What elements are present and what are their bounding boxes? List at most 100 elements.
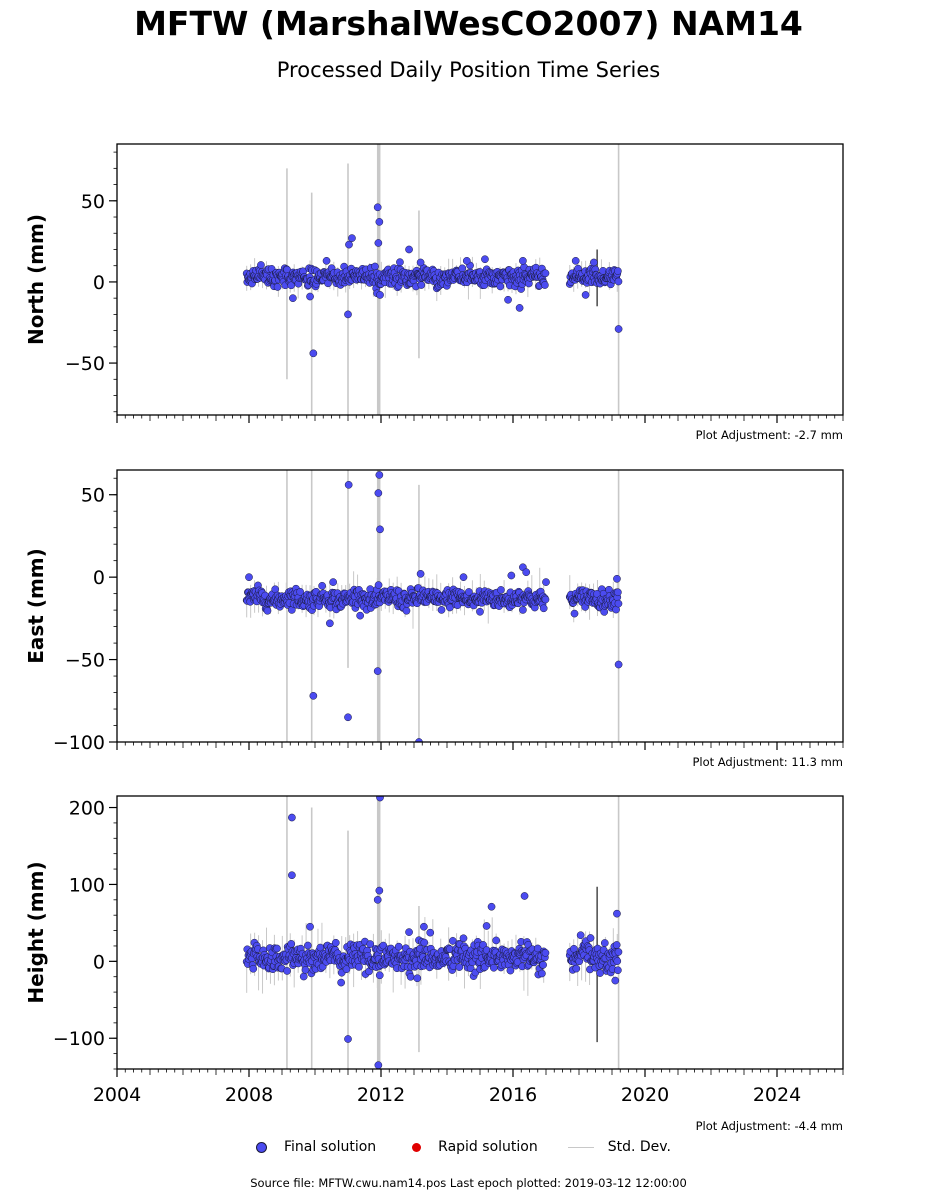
data-point bbox=[455, 963, 464, 971]
data-point-outlier bbox=[344, 310, 352, 319]
data-point-outlier bbox=[519, 256, 527, 265]
data-point bbox=[299, 972, 308, 981]
panel-1-plot-area bbox=[242, 470, 623, 742]
data-point bbox=[464, 588, 473, 596]
data-point bbox=[287, 940, 296, 948]
data-point-outlier bbox=[459, 573, 468, 582]
data-point-outlier bbox=[344, 480, 353, 489]
data-point-outlier bbox=[581, 291, 590, 299]
data-point bbox=[539, 604, 548, 613]
data-point bbox=[257, 261, 265, 269]
y-tick-label: −100 bbox=[53, 1028, 105, 1050]
data-point bbox=[489, 963, 498, 972]
legend-std-marker bbox=[567, 1146, 594, 1148]
data-point-outlier bbox=[487, 902, 496, 911]
data-point-outlier bbox=[522, 568, 531, 577]
data-point-outlier bbox=[344, 713, 352, 722]
data-point-outlier bbox=[309, 349, 318, 358]
data-point-outlier bbox=[309, 691, 318, 700]
legend-rapid-label: Rapid solution bbox=[438, 1139, 538, 1155]
legend-final: Final solution bbox=[250, 1139, 376, 1155]
data-point-outlier bbox=[245, 573, 253, 582]
data-point bbox=[337, 978, 345, 987]
data-point-outlier bbox=[576, 931, 585, 940]
data-point bbox=[437, 606, 446, 614]
data-point-outlier bbox=[520, 892, 529, 900]
y-axis-label: East (mm) bbox=[24, 548, 48, 664]
data-point-outlier bbox=[413, 974, 422, 983]
legend-std-label: Std. Dev. bbox=[607, 1139, 671, 1155]
panel-2: 2004 2008 2012 2016 2020 2024 −100 0 100 200 Heigh… bbox=[24, 795, 844, 1133]
data-point bbox=[541, 269, 550, 278]
data-point-outlier bbox=[376, 796, 384, 802]
y-tick-label: 0 bbox=[93, 567, 105, 589]
chart-title: MFTW (MarshalWesCO2007) NAM14 bbox=[134, 4, 803, 43]
x-tick-label: 2012 bbox=[357, 1084, 405, 1106]
data-point bbox=[614, 966, 622, 975]
data-point-outlier bbox=[482, 922, 491, 930]
data-point bbox=[283, 967, 291, 975]
data-point-outlier bbox=[373, 667, 382, 675]
data-point-outlier bbox=[515, 304, 524, 312]
x-tick-label: 2020 bbox=[621, 1084, 669, 1106]
data-point-outlier bbox=[374, 489, 383, 497]
data-point-outlier bbox=[376, 291, 384, 299]
data-point bbox=[356, 611, 364, 620]
data-point-outlier bbox=[306, 922, 314, 931]
legend-rapid-marker bbox=[412, 1142, 422, 1152]
x-tick-label: 2024 bbox=[753, 1084, 801, 1106]
data-point-outlier bbox=[375, 471, 384, 479]
data-point bbox=[342, 965, 351, 974]
data-point bbox=[426, 928, 435, 937]
data-point bbox=[394, 942, 403, 951]
data-point bbox=[371, 262, 379, 271]
data-point bbox=[375, 971, 384, 980]
panel-1: −100 −50 0 50 East (mm) Plot Adjustment: 11.3… bbox=[24, 469, 844, 769]
y-axis-label: Height (mm) bbox=[24, 861, 48, 1003]
data-point bbox=[541, 595, 550, 604]
panel-2-plot-area bbox=[242, 796, 623, 1069]
data-point bbox=[570, 944, 578, 953]
y-tick-label: −100 bbox=[53, 732, 105, 754]
data-point-outlier bbox=[375, 886, 384, 895]
y-tick-label: 0 bbox=[93, 951, 105, 973]
data-point bbox=[355, 963, 363, 971]
source-caption: Source file: MFTW.cwu.nam14.pos Last epo… bbox=[250, 1176, 687, 1190]
data-point bbox=[614, 948, 623, 956]
y-tick-label: −50 bbox=[65, 353, 105, 375]
data-point-outlier bbox=[374, 239, 383, 247]
data-point bbox=[273, 283, 282, 291]
y-axis-label: North (mm) bbox=[24, 214, 48, 345]
data-point bbox=[273, 944, 281, 953]
y-tick-label: 50 bbox=[81, 191, 105, 213]
data-point-outlier bbox=[507, 571, 516, 580]
data-point bbox=[249, 964, 258, 973]
data-point-outlier bbox=[348, 234, 356, 242]
data-point-outlier bbox=[611, 976, 620, 985]
data-point-outlier bbox=[329, 578, 337, 586]
data-point bbox=[519, 606, 527, 614]
data-point-outlier bbox=[375, 218, 384, 226]
data-point-outlier bbox=[481, 255, 489, 264]
x-tick-label: 2016 bbox=[489, 1084, 537, 1106]
y-tick-label: 50 bbox=[81, 485, 105, 507]
panel-0: −50 0 50 North (mm) Plot Adjustment: -2.7 mm bbox=[24, 143, 844, 442]
data-point-outlier bbox=[571, 256, 580, 265]
chart-subtitle: Processed Daily Position Time Series bbox=[276, 58, 661, 82]
data-point bbox=[612, 941, 621, 949]
y-tick-label: 0 bbox=[93, 272, 105, 294]
data-point bbox=[287, 281, 296, 290]
data-point-outlier bbox=[462, 256, 471, 265]
data-point-outlier bbox=[288, 871, 296, 880]
panel-0-plot-area bbox=[242, 144, 623, 415]
data-point bbox=[539, 961, 547, 969]
data-point bbox=[374, 581, 383, 589]
plot-adjustment-label: Plot Adjustment: -4.4 mm bbox=[696, 1119, 843, 1133]
data-point-outlier bbox=[289, 294, 297, 303]
data-point-outlier bbox=[373, 895, 382, 904]
data-point bbox=[541, 281, 549, 289]
data-point-outlier bbox=[344, 1035, 352, 1043]
data-point bbox=[596, 969, 604, 977]
plot-adjustment-label: Plot Adjustment: 11.3 mm bbox=[692, 755, 843, 769]
